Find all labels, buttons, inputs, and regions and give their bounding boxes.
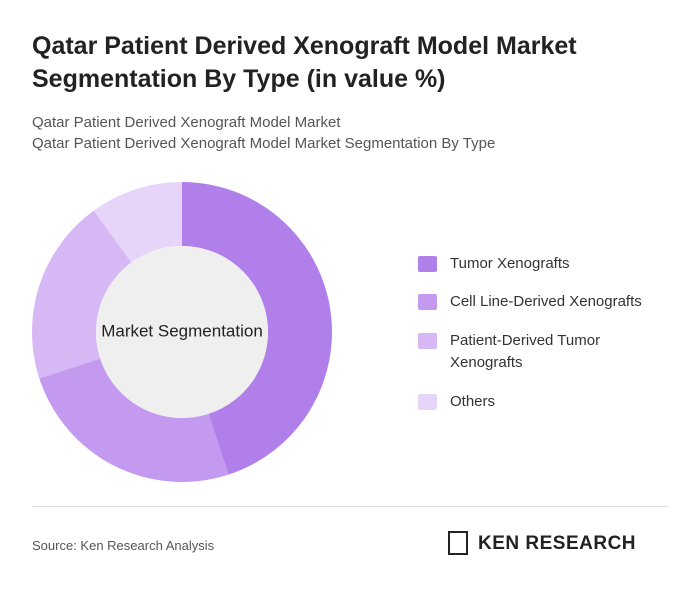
legend-swatch xyxy=(418,294,437,310)
subtitle: Qatar Patient Derived Xenograft Model Ma… xyxy=(32,135,496,152)
center-label: Market Segmentation xyxy=(101,321,263,340)
legend-swatch xyxy=(418,333,437,349)
logo xyxy=(448,531,468,555)
slice xyxy=(93,182,182,263)
title: Qatar Patient Derived Xenograft Model Ma… xyxy=(32,32,577,93)
slice xyxy=(31,210,132,379)
legend-label: Others xyxy=(450,393,495,410)
chart: Market Segmentation Tumor Xenografts Cell … xyxy=(31,182,642,482)
legend-swatch xyxy=(418,394,437,410)
legend-label: Patient-Derived Tumor Xenografts xyxy=(450,332,600,371)
donut-hole xyxy=(96,246,268,418)
legend-label: Cell Line-Derived Xenografts xyxy=(450,293,642,310)
source: Source: Ken Research Analysis xyxy=(32,538,215,553)
divider xyxy=(32,506,668,507)
legend-swatch xyxy=(418,256,437,272)
slice xyxy=(39,358,229,482)
brand: KEN RESEARCH xyxy=(478,533,637,554)
subtitle: Qatar Patient Derived Xenograft Model Ma… xyxy=(32,114,341,131)
slice xyxy=(182,182,333,475)
legend-label: Tumor Xenografts xyxy=(450,255,570,272)
